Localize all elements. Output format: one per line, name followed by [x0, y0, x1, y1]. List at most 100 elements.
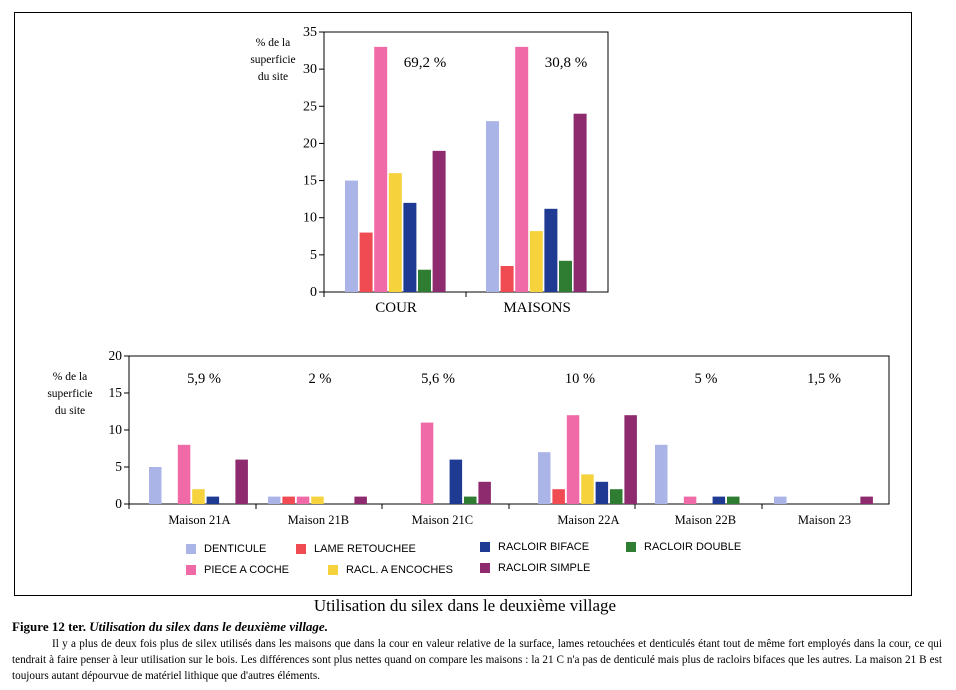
- bottom-bar-maison-21a-denticule: [149, 467, 162, 504]
- top-y-axis-label: du site: [258, 71, 288, 83]
- bottom-bar-maison-22a-racl-a-encoches: [581, 474, 594, 504]
- bottom-y-tick-label: 15: [109, 385, 123, 400]
- legend-swatch-lame-retouchee: [296, 544, 306, 554]
- top-bar-cour-racl-a-encoches: [388, 173, 402, 292]
- top-y-tick-label: 30: [303, 62, 317, 77]
- legend-label-racloir-simple: RACLOIR SIMPLE: [498, 562, 591, 574]
- top-y-tick-label: 10: [303, 211, 317, 226]
- bottom-y-axis-label: du site: [55, 405, 85, 417]
- bottom-bar-maison-21c-racloir-double: [464, 496, 477, 504]
- top-category-label: COUR: [375, 300, 417, 316]
- bottom-bar-maison-21a-racloir-simple: [235, 459, 248, 504]
- bottom-bar-maison-23-denticule: [774, 496, 787, 504]
- bottom-bar-maison-21b-racl-a-encoches: [311, 496, 324, 504]
- legend-swatch-racl-a-encoches: [328, 565, 338, 575]
- legend-label-denticule: DENTICULE: [204, 543, 267, 555]
- chart-title: Utilisation du silex dans le deuxième vi…: [313, 596, 617, 615]
- legend-item-racloir-double: RACLOIR DOUBLE: [626, 541, 741, 553]
- top-y-tick-label: 25: [303, 99, 317, 114]
- bottom-bar-maison-22b-denticule: [655, 444, 668, 504]
- legend-item-piece-a-coche: PIECE A COCHE: [186, 564, 289, 576]
- bottom-percent-annotation: 5,9 %: [187, 371, 221, 387]
- top-bar-maisons-lame-retouchee: [500, 266, 514, 292]
- bottom-category-label: Maison 22B: [675, 513, 736, 527]
- top-bar-cour-racloir-simple: [432, 150, 446, 292]
- bottom-percent-annotation: 5 %: [695, 371, 718, 387]
- bottom-bar-maison-21b-denticule: [268, 496, 281, 504]
- bottom-category-label: Maison 21A: [168, 513, 230, 527]
- top-category-label: MAISONS: [503, 300, 571, 316]
- bottom-bar-maison-23-racloir-simple: [860, 496, 873, 504]
- bottom-category-label: Maison 23: [798, 513, 851, 527]
- top-bar-maisons-racloir-simple: [573, 113, 587, 292]
- top-percent-annotation: 30,8 %: [545, 55, 588, 71]
- top-bar-cour-racloir-biface: [403, 202, 417, 292]
- figure-caption: Il y a plus de deux fois plus de silex u…: [12, 638, 942, 682]
- legend-swatch-racloir-simple: [480, 563, 490, 573]
- legend-item-racloir-biface: RACLOIR BIFACE: [480, 541, 589, 553]
- bottom-bar-maison-22b-racloir-biface: [712, 496, 726, 504]
- figure-label-line: Figure 12 ter. Utilisation du silex dans…: [12, 619, 328, 635]
- legend-label-piece-a-coche: PIECE A COCHE: [204, 564, 289, 576]
- bottom-y-axis-label: superficie: [47, 388, 92, 400]
- bottom-bar-maison-22b-racloir-double: [727, 496, 740, 504]
- top-bar-cour-piece-a-coche: [374, 46, 388, 292]
- top-bar-maisons-piece-a-coche: [515, 46, 529, 292]
- legend-swatch-denticule: [186, 544, 196, 554]
- bottom-category-label: Maison 21B: [288, 513, 349, 527]
- top-bar-maisons-racloir-biface: [544, 208, 558, 292]
- bottom-bar-maison-21a-racloir-biface: [206, 496, 220, 504]
- bottom-bar-maison-21c-piece-a-coche: [420, 422, 434, 504]
- legend-label-racloir-biface: RACLOIR BIFACE: [498, 541, 590, 553]
- chart-legend: DENTICULE LAME RETOUCHEE RACLOIR BIFACE …: [186, 540, 806, 580]
- figure-subtitle: Utilisation du silex dans le deuxième vi…: [89, 619, 328, 634]
- top-y-tick-label: 20: [303, 136, 317, 151]
- bottom-bar-chart: 0 5 10 15 20 % de la superficie du site Maison 2…: [47, 348, 890, 527]
- bottom-bar-maison-22a-racloir-simple: [624, 415, 637, 504]
- top-bar-maisons-racl-a-encoches: [529, 231, 543, 292]
- top-percent-annotation: 69,2 %: [404, 55, 447, 71]
- legend-label-lame-retouchee: LAME RETOUCHEE: [314, 543, 416, 555]
- top-y-tick-label: 35: [303, 25, 317, 40]
- top-bar-maisons-denticule: [486, 121, 499, 293]
- bottom-bar-maison-22a-denticule: [538, 452, 551, 504]
- legend-item-racloir-simple: RACLOIR SIMPLE: [480, 562, 590, 574]
- bottom-bar-maison-21c-racloir-simple: [478, 481, 491, 504]
- bottom-bar-maison-21c-racloir-biface: [449, 459, 463, 504]
- bottom-bar-maison-22a-lame-retouchee: [552, 489, 565, 504]
- bottom-y-tick-label: 20: [109, 348, 123, 363]
- bottom-bar-maison-21a-piece-a-coche: [177, 444, 191, 504]
- legend-swatch-racloir-double: [626, 542, 636, 552]
- legend-swatch-racloir-biface: [480, 542, 490, 552]
- bottom-bar-maison-21a-racl-a-encoches: [192, 489, 205, 504]
- bottom-bar-maison-21b-lame-retouchee: [282, 496, 295, 504]
- chart-frame: [14, 12, 912, 596]
- legend-item-lame-retouchee: LAME RETOUCHEE: [296, 543, 416, 555]
- figure-label: Figure 12 ter.: [12, 619, 87, 634]
- top-bar-cour-denticule: [345, 180, 358, 292]
- top-bar-cour-racloir-double: [418, 269, 431, 292]
- top-bar-maisons-racloir-double: [559, 260, 572, 292]
- bottom-percent-annotation: 5,6 %: [421, 371, 455, 387]
- bottom-bar-maison-21b-piece-a-coche: [296, 496, 310, 504]
- bottom-bar-maison-22a-racloir-biface: [595, 481, 609, 504]
- bottom-y-tick-label: 0: [115, 496, 122, 511]
- top-bar-chart: 0 5 10 15 20 25 30 35 % de la superficie du site CO…: [250, 25, 609, 316]
- legend-item-denticule: DENTICULE: [186, 543, 266, 555]
- bottom-percent-annotation: 10 %: [565, 371, 595, 387]
- top-bar-cour-lame-retouchee: [359, 232, 373, 292]
- top-y-tick-label: 5: [310, 248, 317, 263]
- top-y-tick-label: 15: [303, 174, 317, 189]
- legend-swatch-piece-a-coche: [186, 565, 196, 575]
- bottom-category-label: Maison 22A: [557, 513, 619, 527]
- bottom-y-tick-label: 10: [109, 422, 123, 437]
- bottom-y-tick-label: 5: [115, 459, 122, 474]
- legend-label-racloir-double: RACLOIR DOUBLE: [644, 541, 742, 553]
- bottom-percent-annotation: 1,5 %: [807, 371, 841, 387]
- top-y-axis-label: superficie: [250, 54, 295, 66]
- bottom-category-label: Maison 21C: [412, 513, 473, 527]
- bottom-bar-maison-22a-piece-a-coche: [566, 415, 580, 504]
- bottom-y-axis-label: % de la: [53, 371, 87, 383]
- top-y-tick-label: 0: [310, 285, 317, 300]
- bottom-bar-maison-22b-piece-a-coche: [683, 496, 697, 504]
